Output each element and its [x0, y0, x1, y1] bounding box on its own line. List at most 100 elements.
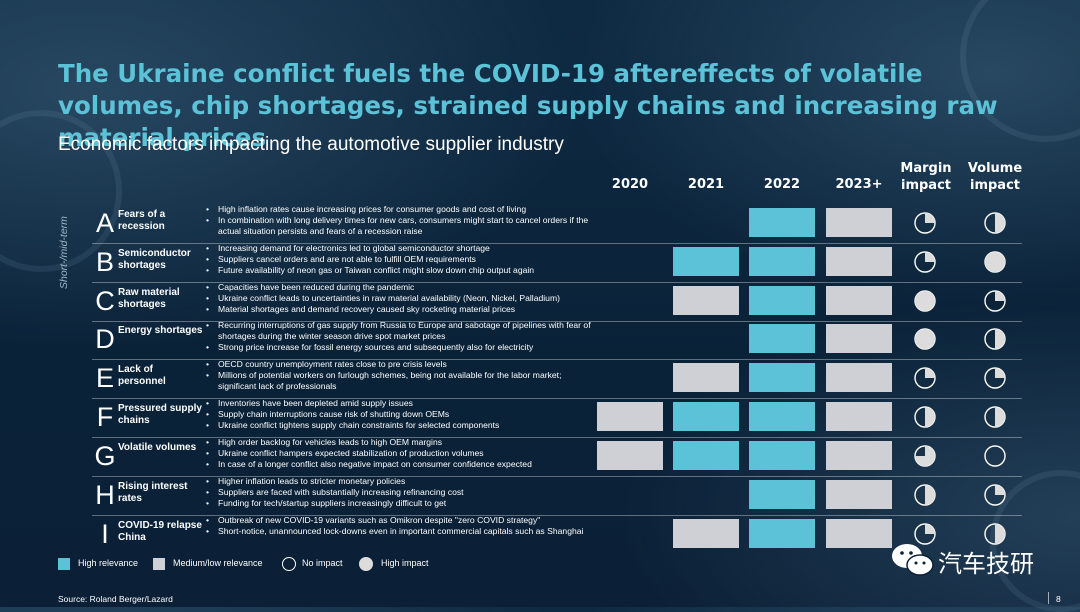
bullet-item: Strong price increase for fossil energy …	[206, 342, 598, 353]
legend-high-relevance-label: High relevance	[78, 558, 139, 568]
volume-impact-harvey-ball-icon	[984, 212, 1006, 234]
page-separator	[1048, 592, 1049, 604]
relevance-cell-2022	[749, 208, 815, 237]
margin-impact-harvey-ball-icon	[914, 290, 936, 312]
volume-impact-harvey-ball-icon	[984, 484, 1006, 506]
bullet-item: Recurring interruptions of gas supply fr…	[206, 320, 598, 342]
row-label: Volatile volumes	[118, 442, 197, 453]
row-label: Rising interest rates	[118, 481, 188, 504]
row-bullet-list: High inflation rates cause increasing pr…	[206, 204, 598, 236]
bullet-item: High order backlog for vehicles leads to…	[206, 437, 598, 448]
relevance-cell-2023plus	[826, 480, 892, 509]
bullet-item: Future availability of neon gas or Taiwa…	[206, 265, 598, 276]
row-bullet-list: Outbreak of new COVID-19 variants such a…	[206, 515, 598, 537]
relevance-cell-2023plus	[826, 324, 892, 353]
row-letter: A	[95, 208, 114, 238]
relevance-cell-2021	[673, 441, 739, 470]
bullet-item: Higher inflation leads to stricter monet…	[206, 476, 598, 487]
factor-row-i: I COVID-19 relapse China Outbreak of new C…	[92, 515, 1022, 554]
volume-impact-harvey-ball-icon	[984, 445, 1006, 467]
column-header-2021: 2021	[687, 177, 725, 192]
bullet-item: Funding for tech/startup suppliers incre…	[206, 498, 598, 509]
bullet-item: Short-notice, unannounced lock-downs eve…	[206, 526, 598, 537]
slide-subtitle: Economic factors impacting the automotiv…	[58, 134, 564, 155]
bullet-item: Suppliers are faced with substantially i…	[206, 487, 598, 498]
bullet-item: Ukraine conflict tightens supply chain c…	[206, 420, 598, 431]
margin-impact-harvey-ball-icon	[914, 445, 936, 467]
relevance-cell-2022	[749, 441, 815, 470]
bullet-item: High inflation rates cause increasing pr…	[206, 204, 598, 215]
column-header-2020: 2020	[611, 177, 649, 192]
relevance-cell-2023plus	[826, 363, 892, 392]
source-note: Source: Roland Berger/Lazard	[58, 594, 173, 604]
relevance-cell-2021	[673, 363, 739, 392]
background-gear-decoration	[0, 110, 122, 272]
relevance-cell-2020	[597, 402, 663, 431]
row-label: Pressured supply chains	[118, 403, 202, 426]
margin-impact-harvey-ball-icon	[914, 484, 936, 506]
column-header-2023plus: 2023+	[835, 177, 883, 192]
relevance-cell-2023plus	[826, 208, 892, 237]
row-letter: H	[95, 480, 115, 510]
watermark-text: 汽车技研	[938, 550, 1034, 578]
column-header-margin-impact: Margin impact	[900, 161, 952, 193]
column-header-2022: 2022	[763, 177, 801, 192]
bullet-item: Ukraine conflict leads to uncertainties …	[206, 293, 598, 304]
bullet-item: Capacities have been reduced during the …	[206, 282, 598, 293]
bullet-item: Outbreak of new COVID-19 variants such a…	[206, 515, 598, 526]
bullet-item: OECD country unemployment rates close to…	[206, 359, 598, 370]
bullet-item: Suppliers cancel orders and are not able…	[206, 254, 598, 265]
row-label: COVID-19 relapse China	[118, 520, 202, 543]
row-letter: C	[95, 286, 115, 316]
row-letter: D	[95, 324, 115, 354]
legend-high-impact-label: High impact	[381, 558, 429, 568]
row-label: Raw material shortages	[118, 287, 180, 310]
column-header-volume-impact: Volume impact	[967, 161, 1023, 193]
volume-impact-harvey-ball-icon	[984, 251, 1006, 273]
page-number: 8	[1056, 594, 1061, 604]
row-bullet-list: Recurring interruptions of gas supply fr…	[206, 320, 598, 352]
bullet-item: Increasing demand for electronics led to…	[206, 243, 598, 254]
margin-impact-harvey-ball-icon	[914, 367, 936, 389]
relevance-cell-2022	[749, 324, 815, 353]
row-bullet-list: OECD country unemployment rates close to…	[206, 359, 598, 391]
legend-medium-low-swatch	[153, 558, 165, 570]
slide-title: The Ukraine conflict fuels the COVID-19 …	[58, 59, 998, 152]
legend-medium-low-label: Medium/low relevance	[173, 558, 263, 568]
volume-impact-harvey-ball-icon	[984, 328, 1006, 350]
relevance-cell-2021	[673, 247, 739, 276]
relevance-cell-2021	[673, 286, 739, 315]
bullet-item: Supply chain interruptions cause risk of…	[206, 409, 598, 420]
relevance-cell-2022	[749, 519, 815, 548]
relevance-cell-2023plus	[826, 441, 892, 470]
wechat-icon	[892, 544, 934, 576]
relevance-cell-2023plus	[826, 402, 892, 431]
bullet-item: Material shortages and demand recovery c…	[206, 304, 598, 315]
bullet-item: Millions of potential workers on furloug…	[206, 370, 598, 392]
volume-impact-harvey-ball-icon	[984, 367, 1006, 389]
row-letter: G	[94, 441, 116, 471]
legend-no-impact-icon	[282, 557, 296, 571]
legend-high-impact-icon	[359, 557, 373, 571]
short-mid-term-label: Short-/mid-term	[58, 216, 70, 290]
legend-high-relevance-swatch	[58, 558, 70, 570]
row-bullet-list: Inventories have been depleted amid supp…	[206, 398, 598, 430]
relevance-cell-2021	[673, 519, 739, 548]
margin-impact-harvey-ball-icon	[914, 523, 936, 545]
relevance-cell-2022	[749, 363, 815, 392]
row-label: Energy shortages	[118, 325, 203, 336]
margin-impact-harvey-ball-icon	[914, 328, 936, 350]
row-bullet-list: High order backlog for vehicles leads to…	[206, 437, 598, 469]
relevance-cell-2023plus	[826, 519, 892, 548]
margin-impact-harvey-ball-icon	[914, 212, 936, 234]
row-bullet-list: Increasing demand for electronics led to…	[206, 243, 598, 275]
row-label: Fears of a recession	[118, 209, 166, 232]
